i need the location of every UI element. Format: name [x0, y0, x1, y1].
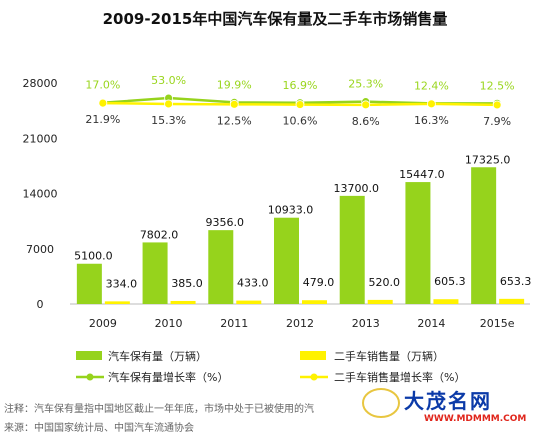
- label-used-car-sales-2010: 385.0: [171, 277, 203, 290]
- y-tick-label-4: 28000: [23, 77, 58, 90]
- label-used-car-sales-2011: 433.0: [237, 277, 269, 290]
- x-tick-label-2013: 2013: [352, 317, 380, 330]
- y-tick-label-3: 21000: [23, 132, 58, 145]
- label-car-ownership-growth-2009: 17.0%: [85, 79, 120, 92]
- label-used-car-sales-2009: 334.0: [106, 277, 138, 290]
- legend-swatch-used-car-sales: [300, 351, 326, 360]
- bar-used-car-sales-2013: [367, 299, 393, 304]
- x-tick-label-2009: 2009: [89, 317, 117, 330]
- marker-used-car-growth-2011: [229, 99, 239, 109]
- label-used-car-growth-2013: 8.6%: [352, 115, 380, 128]
- label-car-ownership-2013: 13700.0: [333, 182, 379, 195]
- label-used-car-growth-2015e: 7.9%: [483, 115, 511, 128]
- bar-used-car-sales-2010: [170, 300, 196, 304]
- label-car-ownership-2015e: 17325.0: [465, 153, 511, 166]
- x-tick-label-2014: 2014: [417, 317, 445, 330]
- bars-car-ownership: 5100.0 7802.0 9356.0 10933.0 13700.0 15447.0 1…: [74, 153, 510, 304]
- marker-used-car-growth-2014: [427, 99, 436, 109]
- marker-used-car-growth-2010: [164, 99, 173, 109]
- label-used-car-growth-2009: 21.9%: [85, 113, 120, 126]
- bar-car-ownership-2015e: [471, 167, 497, 304]
- legend-marker-car-ownership-growth: [86, 373, 94, 381]
- x-tick-label-2011: 2011: [220, 317, 248, 330]
- x-tick-label-2010: 2010: [155, 317, 183, 330]
- chart-title: 2009-2015年中国汽车保有量及二手车市场销售量: [103, 10, 448, 28]
- label-car-ownership-growth-2015e: 12.5%: [480, 79, 515, 92]
- marker-used-car-growth-2012: [295, 100, 305, 109]
- label-car-ownership-2012: 10933.0: [268, 204, 314, 217]
- note-text: 注释：汽车保有量指中国地区截止一年年底，市场中处于已被使用的汽: [4, 402, 314, 415]
- x-tick-label-2012: 2012: [286, 317, 314, 330]
- label-used-car-sales-2014: 605.3: [434, 275, 466, 288]
- marker-used-car-growth-2013: [361, 100, 371, 110]
- label-car-ownership-2010: 7802.0: [140, 228, 179, 241]
- label-used-car-sales-2015e: 653.3: [500, 275, 532, 288]
- watermark-logo: [362, 388, 400, 418]
- bar-used-car-sales-2012: [302, 300, 327, 304]
- legend-swatch-car-ownership: [76, 351, 102, 360]
- bar-used-car-sales-2015e: [499, 298, 525, 304]
- watermark-name: 大茂名网: [404, 389, 492, 413]
- source-text: 来源：中国国家统计局、中国汽车流通协会: [4, 421, 194, 434]
- label-car-ownership-2009: 5100.0: [74, 250, 113, 263]
- y-tick-label-2: 14000: [23, 188, 58, 201]
- x-axis: 2009 2010 2011 2012 2013 2014 2015e: [89, 317, 515, 330]
- bar-car-ownership-2010: [142, 242, 168, 304]
- line-used-car-growth: 21.9% 15.3% 12.5% 10.6% 8.6% 16.3% 7.9%: [85, 98, 511, 128]
- label-used-car-growth-2014: 16.3%: [414, 114, 449, 127]
- label-used-car-growth-2010: 15.3%: [151, 114, 186, 127]
- marker-used-car-growth-2015e: [492, 100, 502, 110]
- y-axis: 0 7000 14000 21000 28000: [23, 77, 58, 311]
- y-tick-label-0: 0: [37, 298, 44, 311]
- legend-label-used-car-sales: 二手车销售量（万辆）: [334, 349, 444, 363]
- label-used-car-sales-2013: 520.0: [368, 276, 400, 289]
- bar-car-ownership-2012: [274, 217, 299, 304]
- bar-car-ownership-2009: [76, 263, 102, 304]
- label-used-car-sales-2012: 479.0: [303, 276, 335, 289]
- legend: 汽车保有量（万辆） 二手车销售量（万辆） 汽车保有量增长率（%） 二手车销售量增…: [76, 349, 465, 384]
- watermark: 大茂名网 WWW.MDMMM.COM: [362, 388, 526, 424]
- y-tick-label-1: 7000: [26, 243, 54, 256]
- legend-label-car-ownership-growth: 汽车保有量增长率（%）: [108, 370, 228, 384]
- label-car-ownership-2011: 9356.0: [206, 216, 245, 229]
- marker-used-car-growth-2009: [98, 98, 108, 108]
- bars-used-car-sales: 334.0 385.0 433.0 479.0 520.0 605.3 653.3: [104, 275, 532, 304]
- bar-car-ownership-2011: [208, 230, 234, 304]
- label-car-ownership-growth-2010: 53.0%: [151, 74, 186, 87]
- x-tick-label-2015e: 2015e: [480, 317, 515, 330]
- bar-used-car-sales-2011: [236, 300, 262, 304]
- legend-label-used-car-growth: 二手车销售量增长率（%）: [334, 370, 465, 384]
- label-used-car-growth-2012: 10.6%: [283, 115, 318, 128]
- bar-car-ownership-2013: [339, 195, 365, 304]
- bar-used-car-sales-2014: [433, 299, 459, 304]
- watermark-url: WWW.MDMMM.COM: [424, 414, 526, 424]
- legend-marker-used-car-growth: [310, 373, 318, 381]
- label-car-ownership-growth-2014: 12.4%: [414, 79, 449, 92]
- label-car-ownership-growth-2013: 25.3%: [348, 78, 383, 91]
- label-used-car-growth-2011: 12.5%: [217, 114, 252, 127]
- bar-car-ownership-2014: [405, 182, 431, 304]
- label-car-ownership-growth-2012: 16.9%: [283, 79, 318, 92]
- label-car-ownership-2014: 15447.0: [399, 168, 445, 181]
- bar-used-car-sales-2009: [104, 301, 130, 304]
- label-car-ownership-growth-2011: 19.9%: [217, 78, 252, 91]
- legend-label-car-ownership: 汽车保有量（万辆）: [108, 349, 207, 363]
